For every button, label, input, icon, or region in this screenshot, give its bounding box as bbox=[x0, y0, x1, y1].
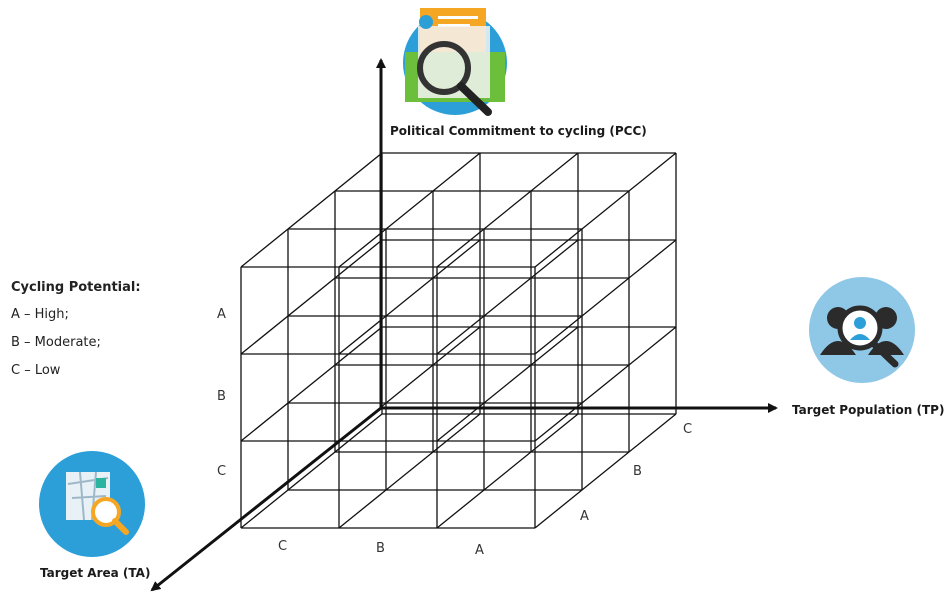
grid-line-depth bbox=[338, 152, 481, 268]
grid-line-depth bbox=[436, 152, 579, 268]
grid-line-depth bbox=[534, 239, 677, 355]
legend-item-a: A – High; bbox=[11, 307, 69, 322]
grid-line-depth bbox=[534, 326, 677, 442]
grid-line-depth bbox=[534, 152, 677, 268]
legend-title: Cycling Potential: bbox=[11, 280, 141, 295]
axis-title-ta: Target Area (TA) bbox=[40, 566, 151, 580]
grid-line-depth bbox=[534, 413, 677, 529]
axis-title-tp: Target Population (TP) bbox=[792, 403, 945, 417]
pcc-tick-c: C bbox=[217, 464, 227, 479]
grid-line-depth bbox=[240, 239, 383, 355]
people-magnifier-icon bbox=[809, 277, 915, 383]
pcc-tick-a: A bbox=[217, 307, 226, 322]
pcc-tick-b: B bbox=[217, 389, 226, 404]
grid-line-depth bbox=[338, 413, 481, 529]
grid-line-depth bbox=[240, 326, 383, 442]
tp-tick-b: B bbox=[633, 464, 642, 479]
grid-line-depth bbox=[436, 239, 579, 355]
ta-tick-a: A bbox=[475, 543, 484, 558]
legend: Cycling Potential: A – High; B – Moderat… bbox=[11, 280, 141, 391]
legend-item-c: C – Low bbox=[11, 363, 61, 378]
legend-item-b: B – Moderate; bbox=[11, 335, 101, 350]
grid-line-depth bbox=[240, 152, 383, 268]
tp-tick-c: C bbox=[683, 422, 693, 437]
tp-tick-a: A bbox=[580, 509, 589, 524]
grid-line-depth bbox=[436, 326, 579, 442]
grid-line-depth bbox=[240, 413, 383, 529]
policy-document-magnifier-icon bbox=[403, 8, 507, 116]
map-magnifier-icon bbox=[39, 451, 145, 557]
grid-line-depth bbox=[338, 239, 481, 355]
ta-tick-b: B bbox=[376, 541, 385, 556]
axis-depth bbox=[150, 406, 382, 592]
cube-grid bbox=[240, 152, 677, 529]
axis-title-pcc: Political Commitment to cycling (PCC) bbox=[390, 124, 647, 138]
ta-tick-c: C bbox=[278, 539, 288, 554]
grid-line-depth bbox=[436, 413, 579, 529]
